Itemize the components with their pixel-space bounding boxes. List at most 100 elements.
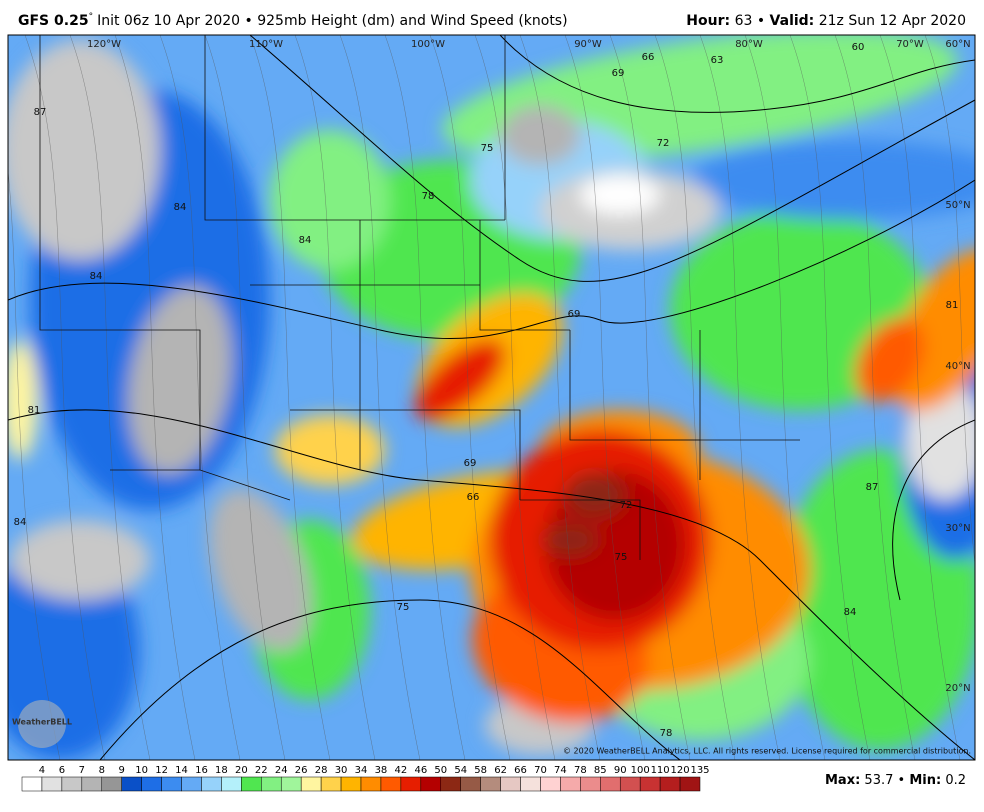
colorbar-cell: [320, 776, 342, 792]
colorbar-cell: [61, 776, 83, 792]
longitude-label: 100°W: [411, 39, 445, 50]
colorbar-cell: [679, 776, 701, 792]
colorbar-cell: [400, 776, 422, 792]
colorbar-label: 46: [414, 765, 427, 776]
colorbar-label: 28: [315, 765, 328, 776]
contour-label: 69: [612, 68, 625, 79]
colorbar-cell: [181, 776, 202, 792]
contour-label: 75: [615, 552, 628, 563]
contour-label: 72: [657, 138, 670, 149]
min-label: Min:: [909, 773, 941, 788]
wind-area: [414, 339, 506, 421]
longitude-label: 120°W: [87, 39, 121, 50]
colorbar-label: 42: [395, 765, 408, 776]
contour-label: 81: [946, 300, 959, 311]
contour-label: 87: [34, 107, 47, 118]
colorbar-cell: [500, 776, 521, 792]
wind-area: [500, 105, 580, 165]
contour-label: 84: [174, 202, 187, 213]
latitude-label: 60°N: [945, 39, 970, 50]
map: [8, 35, 975, 760]
streamline: [24, 35, 106, 760]
longitude-label: 80°W: [735, 39, 763, 50]
streamline: [249, 35, 331, 760]
footer: Max: 53.7 • Min: 0.2: [825, 773, 966, 788]
copyright: © 2020 WeatherBELL Analytics, LLC. All r…: [563, 747, 971, 756]
contour-label: 84: [299, 235, 312, 246]
colorbar-label: 78: [574, 765, 587, 776]
colorbar-label: 12: [155, 765, 168, 776]
colorbar-label: 110: [651, 765, 670, 776]
colorbar-cell: [340, 776, 362, 792]
streamline: [564, 35, 646, 760]
streamline: [834, 35, 916, 760]
contour-label: 78: [422, 191, 435, 202]
min: 0.2: [945, 773, 966, 788]
colorbar-cell: [101, 776, 122, 792]
model: GFS 0.25: [18, 13, 89, 29]
colorbar-label: 14: [175, 765, 188, 776]
colorbar-cell: [619, 776, 641, 792]
streamline: [339, 35, 421, 760]
colorbar-label: 100: [631, 765, 650, 776]
colorbar-label: 74: [554, 765, 567, 776]
colorbar-cell: [380, 776, 402, 792]
wind-area: [542, 525, 598, 555]
colorbar-label: 22: [255, 765, 268, 776]
wind-area: [890, 248, 975, 412]
wind-area: [270, 130, 390, 270]
streamline: [429, 35, 511, 760]
colorbar-label: 54: [454, 765, 467, 776]
contour-label: 75: [481, 143, 494, 154]
height-contour: [249, 35, 975, 282]
header-left: GFS 0.25° Init 06z 10 Apr 2020 • 925mb He…: [18, 12, 568, 30]
streamline: [69, 35, 151, 760]
contour-label: 63: [711, 55, 724, 66]
colorbar-label: 120: [671, 765, 690, 776]
hour: 63 •: [735, 13, 766, 29]
colorbar-label: 34: [355, 765, 368, 776]
map-frame: [7, 34, 976, 761]
contour-label: 81: [28, 405, 41, 416]
boundary: [39, 35, 291, 501]
streamline: [879, 35, 961, 760]
wind-area: [208, 488, 312, 652]
height-contour: [499, 35, 975, 113]
streamline: [699, 35, 781, 760]
colorbar-cell: [520, 776, 541, 792]
streamline: [159, 35, 241, 760]
streamline: [8, 168, 61, 760]
colorbar-cell: [81, 776, 103, 792]
contour-label: 66: [642, 52, 655, 63]
logo: WeatherBELL: [12, 700, 72, 748]
streamline: [924, 35, 975, 567]
colorbar-cell: [300, 776, 322, 792]
colorbar-cell: [261, 776, 282, 792]
colorbar-label: 16: [195, 765, 208, 776]
colorbar-cell: [161, 776, 182, 792]
colorbar-cell: [560, 776, 581, 792]
colorbar-label: 90: [614, 765, 627, 776]
height-contour: [99, 599, 681, 760]
colorbar-cell: [121, 776, 142, 792]
latitude-label: 30°N: [945, 523, 970, 534]
colorbar-cell: [659, 776, 681, 792]
wind-area: [10, 520, 150, 600]
colorbar-label: 24: [275, 765, 288, 776]
contour-label: 66: [467, 492, 480, 503]
latitude-label: 20°N: [945, 683, 970, 694]
streamline: [294, 35, 376, 760]
colorbar-cell: [540, 776, 561, 792]
colorbar-label: 85: [594, 765, 607, 776]
boundary: [479, 220, 570, 331]
colorbar-cell: [440, 776, 461, 792]
valid-label: Valid:: [770, 13, 815, 29]
contour-label: 84: [90, 271, 103, 282]
colorbar-cell: [580, 776, 601, 792]
latitude-label: 40°N: [945, 361, 970, 372]
colorbar-label: 38: [375, 765, 388, 776]
colorbar-label: 62: [494, 765, 507, 776]
colorbar-cell: [41, 776, 63, 792]
wind-area: [580, 175, 660, 215]
colorbar-label: 4: [39, 765, 45, 776]
